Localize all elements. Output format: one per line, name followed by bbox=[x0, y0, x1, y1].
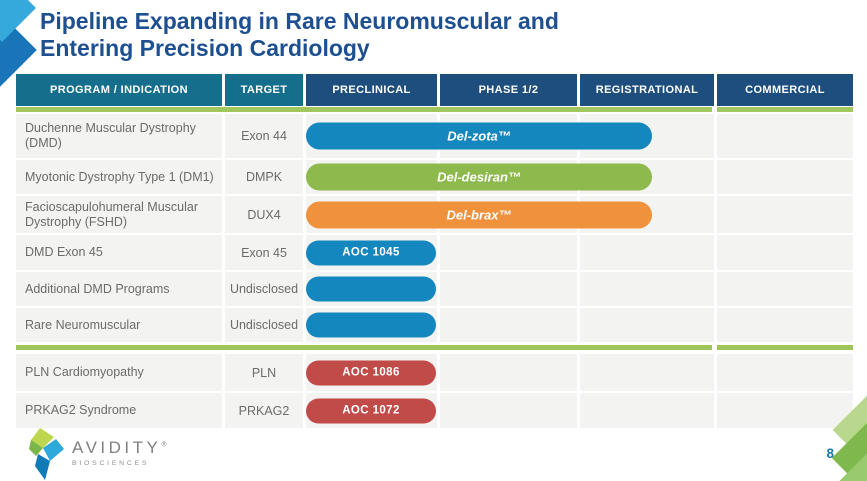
table-row: DMD Exon 45 Exon 45 AOC 1045 bbox=[16, 235, 853, 270]
stage-cell-commercial bbox=[717, 354, 853, 391]
avidity-chevron-icon bbox=[29, 428, 64, 480]
avidity-biosciences-logo: AVIDITY® BIOSCIENCES bbox=[28, 428, 170, 480]
pipeline-bar-rare-neuromuscular bbox=[306, 312, 436, 338]
table-row: Rare Neuromuscular Undisclosed bbox=[16, 308, 853, 342]
stage-cell-commercial bbox=[717, 393, 853, 428]
stage-cell-commercial bbox=[717, 114, 853, 158]
target-cell: Exon 44 bbox=[225, 114, 303, 158]
stage-cell-phase12 bbox=[440, 308, 577, 342]
stage-cell-commercial bbox=[717, 235, 853, 270]
program-cell: Additional DMD Programs bbox=[16, 272, 222, 306]
header-program-indication: PROGRAM / INDICATION bbox=[16, 74, 222, 106]
pipeline-bar-del-brax: Del-brax™ bbox=[306, 201, 652, 228]
program-label: Duchenne Muscular Dystrophy (DMD) bbox=[25, 121, 196, 150]
table-body: Duchenne Muscular Dystrophy (DMD) Exon 4… bbox=[16, 114, 853, 428]
stage-cell-registrational bbox=[580, 393, 714, 428]
stage-cell-phase12 bbox=[440, 393, 577, 428]
target-cell: PRKAG2 bbox=[225, 393, 303, 428]
stage-cell-phase12 bbox=[440, 272, 577, 306]
target-label: DUX4 bbox=[247, 207, 281, 222]
table-row: Duchenne Muscular Dystrophy (DMD) Exon 4… bbox=[16, 114, 853, 158]
logo-company-name: AVIDITY bbox=[72, 438, 162, 457]
stage-cell-registrational bbox=[580, 272, 714, 306]
program-label: Rare Neuromuscular bbox=[25, 317, 141, 332]
program-label: Myotonic Dystrophy Type 1 (DM1) bbox=[25, 169, 214, 184]
program-cell: DMD Exon 45 bbox=[16, 235, 222, 270]
stage-cell-registrational bbox=[580, 235, 714, 270]
stage-cell-registrational bbox=[580, 354, 714, 391]
stage-cell-phase12 bbox=[440, 354, 577, 391]
page-title: Pipeline Expanding in Rare Neuromuscular… bbox=[40, 8, 800, 62]
program-cell: PLN Cardiomyopathy bbox=[16, 354, 222, 391]
target-cell: PLN bbox=[225, 354, 303, 391]
stage-cell-commercial bbox=[717, 272, 853, 306]
stage-cell-phase12 bbox=[440, 235, 577, 270]
pipeline-bar-aoc-1086: AOC 1086 bbox=[306, 360, 436, 385]
program-label: Additional DMD Programs bbox=[25, 281, 170, 296]
pipeline-bar-aoc-1072: AOC 1072 bbox=[306, 398, 436, 423]
title-line-2: Entering Precision Cardiology bbox=[40, 35, 370, 61]
pipeline-bar-del-desiran: Del-desiran™ bbox=[306, 163, 652, 191]
table-row: Additional DMD Programs Undisclosed bbox=[16, 272, 853, 306]
target-label: DMPK bbox=[245, 170, 283, 184]
target-cell: Undisclosed bbox=[225, 272, 303, 306]
header-target: TARGET bbox=[225, 74, 303, 106]
target-cell: DUX4 bbox=[225, 196, 303, 233]
program-label: PLN Cardiomyopathy bbox=[25, 365, 144, 379]
target-cell: Undisclosed bbox=[225, 308, 303, 342]
table-row: PLN Cardiomyopathy PLN AOC 1086 bbox=[16, 354, 853, 391]
target-label: Undisclosed bbox=[229, 318, 299, 332]
program-label: PRKAG2 Syndrome bbox=[25, 403, 137, 417]
stage-cell-registrational bbox=[580, 308, 714, 342]
program-label: Facioscapulohumeral Muscular Dystrophy (… bbox=[25, 199, 198, 229]
header-underline bbox=[16, 107, 853, 112]
target-label: Undisclosed bbox=[229, 282, 299, 296]
registered-mark: ® bbox=[161, 441, 171, 449]
header-registrational: REGISTRATIONAL bbox=[580, 74, 714, 106]
table-header-row: PROGRAM / INDICATION TARGET PRECLINICAL … bbox=[16, 74, 853, 106]
header-commercial: COMMERCIAL bbox=[717, 74, 853, 106]
target-label: PLN bbox=[251, 365, 277, 380]
pipeline-bar-aoc-1045: AOC 1045 bbox=[306, 240, 436, 265]
program-label: DMD Exon 45 bbox=[25, 245, 103, 259]
header-phase-1-2: PHASE 1/2 bbox=[440, 74, 577, 106]
target-cell: DMPK bbox=[225, 160, 303, 194]
program-cell: Facioscapulohumeral Muscular Dystrophy (… bbox=[16, 196, 222, 233]
logo-division-name: BIOSCIENCES bbox=[72, 460, 150, 467]
target-label: PRKAG2 bbox=[238, 403, 290, 418]
stage-cell-commercial bbox=[717, 308, 853, 342]
program-cell: Duchenne Muscular Dystrophy (DMD) bbox=[16, 114, 222, 158]
stage-cell-commercial bbox=[717, 160, 853, 194]
target-cell: Exon 45 bbox=[225, 235, 303, 270]
target-label: Exon 44 bbox=[241, 129, 287, 143]
program-cell: Myotonic Dystrophy Type 1 (DM1) bbox=[16, 160, 222, 194]
table-row: Facioscapulohumeral Muscular Dystrophy (… bbox=[16, 196, 853, 233]
program-cell: PRKAG2 Syndrome bbox=[16, 393, 222, 428]
pipeline-table: PROGRAM / INDICATION TARGET PRECLINICAL … bbox=[16, 74, 853, 430]
stage-cell-commercial bbox=[717, 196, 853, 233]
program-cell: Rare Neuromuscular bbox=[16, 308, 222, 342]
header-preclinical: PRECLINICAL bbox=[306, 74, 437, 106]
title-line-1: Pipeline Expanding in Rare Neuromuscular… bbox=[40, 8, 559, 34]
section-divider bbox=[16, 345, 853, 350]
pipeline-bar-del-zota: Del-zota™ bbox=[306, 122, 652, 150]
target-label: Exon 45 bbox=[241, 245, 287, 260]
table-row: Myotonic Dystrophy Type 1 (DM1) DMPK Del… bbox=[16, 160, 853, 194]
page-number: 8 bbox=[826, 446, 834, 461]
table-row: PRKAG2 Syndrome PRKAG2 AOC 1072 bbox=[16, 393, 853, 428]
pipeline-bar-additional-dmd bbox=[306, 276, 436, 302]
